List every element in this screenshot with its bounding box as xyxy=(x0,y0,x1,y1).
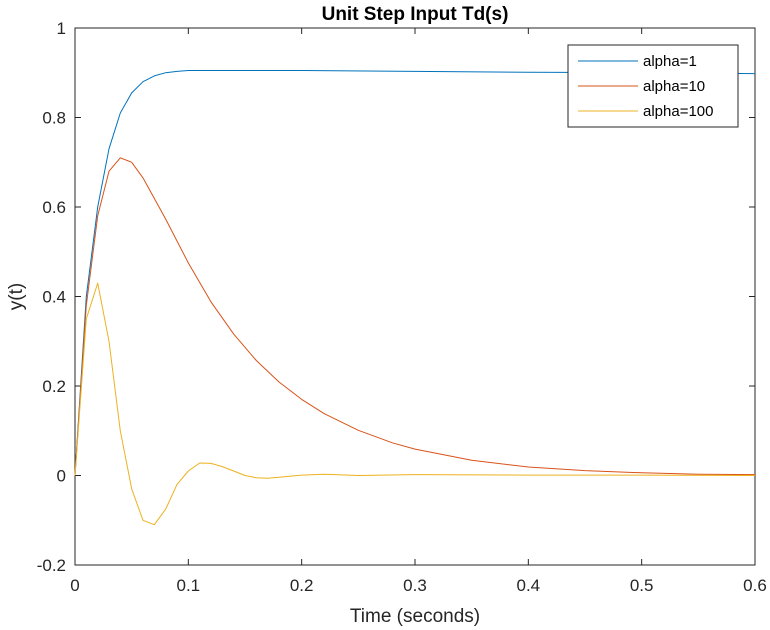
x-tick-label: 0.1 xyxy=(177,576,201,595)
x-tick-label: 0.3 xyxy=(403,576,427,595)
y-tick-label: 0.8 xyxy=(42,109,66,128)
series-line-2 xyxy=(74,157,756,476)
x-tick-label: 0.4 xyxy=(517,576,541,595)
y-tick-label: -0.2 xyxy=(37,556,66,575)
y-tick-label: 0.4 xyxy=(42,288,66,307)
x-tick-label: 0.6 xyxy=(743,576,767,595)
y-tick-label: 0.2 xyxy=(42,377,66,396)
x-tick-label: 0.5 xyxy=(630,576,654,595)
x-tick-label: 0 xyxy=(70,576,79,595)
y-tick-label: 0 xyxy=(57,467,66,486)
legend-entry-label: alpha=1 xyxy=(643,53,697,70)
series-line-3 xyxy=(74,282,756,526)
y-tick-label: 1 xyxy=(57,19,66,38)
x-tick-label: 0.2 xyxy=(290,576,314,595)
y-axis-label: y(t) xyxy=(6,283,27,310)
x-axis-label: Time (seconds) xyxy=(350,606,480,627)
legend-entry-label: alpha=100 xyxy=(643,103,714,120)
chart-title: Unit Step Input Td(s) xyxy=(322,4,509,25)
y-tick-label: 0.6 xyxy=(42,198,66,217)
series-line-1 xyxy=(74,70,756,476)
legend: alpha=1 alpha=10 alpha=100 xyxy=(567,44,739,128)
series-layer xyxy=(74,70,756,526)
legend-entry-label: alpha=10 xyxy=(643,78,705,95)
